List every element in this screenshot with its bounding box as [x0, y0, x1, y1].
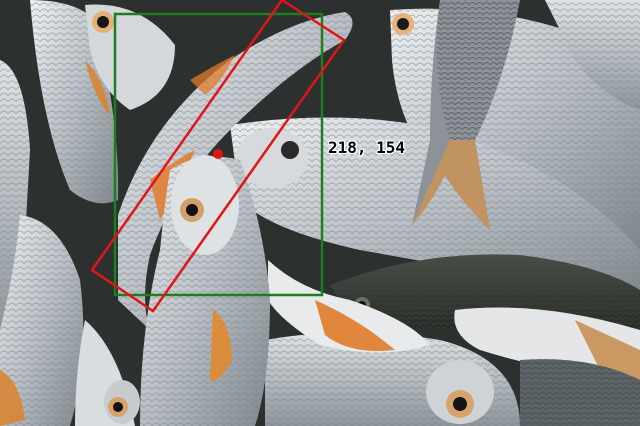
- fish-bottom-right-edge: [520, 359, 640, 426]
- fish-left-head-top: [85, 4, 175, 110]
- fish-bottom-right: [454, 307, 640, 390]
- point-marker: [213, 149, 223, 159]
- bounding-box: [113, 12, 324, 297]
- fish-bottom-left: [0, 215, 84, 426]
- fish-bottom-left-head: [75, 320, 140, 426]
- fish-head-center: [140, 155, 270, 426]
- rotated-bounding-box: [90, 0, 346, 313]
- fish-bottom-center: [265, 332, 520, 426]
- fish-with-orange-fin: [268, 260, 430, 353]
- fish-center-large: [230, 117, 640, 300]
- point-coordinate-label: 218, 154: [328, 138, 406, 157]
- fish-tail-vertical: [412, 0, 520, 230]
- fish-top-right-corner: [545, 0, 640, 110]
